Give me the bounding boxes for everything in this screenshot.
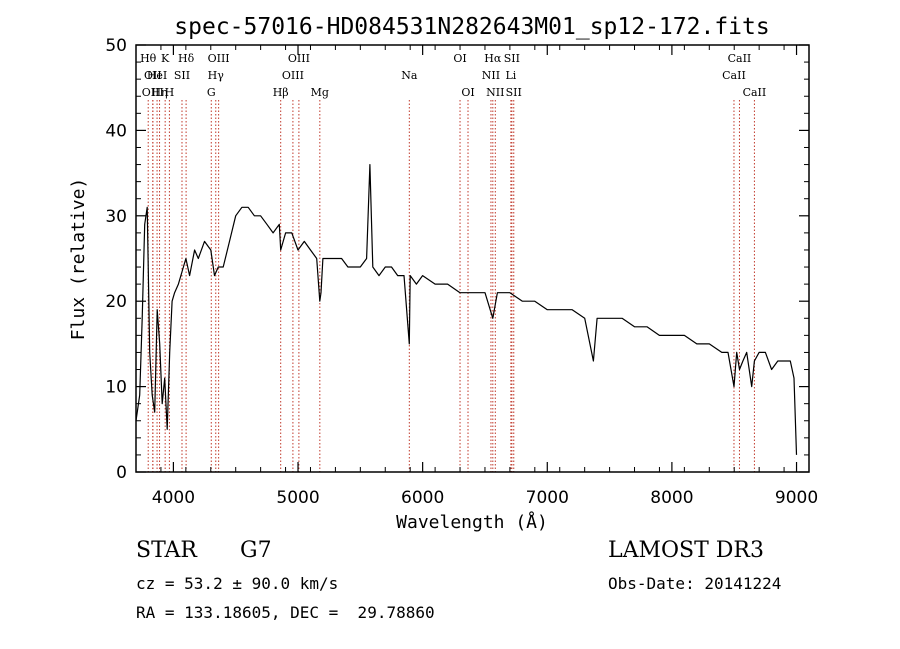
line-label-1: OII: [144, 69, 162, 82]
line-label-22: Li: [505, 69, 516, 82]
x-tick-label-1: 5000: [276, 488, 319, 508]
chart-title: spec-57016-HD084531N282643M01_sp12-172.f…: [174, 14, 769, 40]
x-tick-label-4: 8000: [650, 488, 693, 508]
coordinates: RA = 133.18605, DEC = 29.78860: [136, 603, 435, 622]
y-tick-label-5: 50: [105, 36, 127, 56]
spectrum-series: [135, 164, 798, 455]
x-tick-label-2: 6000: [401, 488, 444, 508]
y-tick-label-4: 40: [105, 121, 127, 141]
line-label-19: NII: [482, 69, 500, 82]
spectral-line-markers: Hθ OII OIII HeI Hη K H SII Hδ G Hγ OIII Hβ OIII OIII Mg…: [140, 52, 766, 472]
survey-label: LAMOST DR3: [608, 538, 764, 563]
line-label-4: Hη: [151, 86, 167, 99]
y-axis-label: Flux (relative): [68, 178, 89, 341]
line-label-23: SII: [504, 52, 520, 65]
line-label-16: Na: [401, 69, 418, 82]
spectrum-line-0: [135, 164, 798, 455]
line-label-14: OIII: [288, 52, 310, 65]
line-label-18: OI: [461, 86, 474, 99]
x-tick-label-5: 9000: [775, 488, 818, 508]
x-tick-label-0: 4000: [152, 488, 195, 508]
x-axis-label: Wavelength (Å): [396, 511, 548, 533]
line-label-3: HeI: [147, 69, 167, 82]
line-label-7: SII: [174, 69, 190, 82]
y-tick-label-1: 10: [105, 378, 127, 398]
line-label-6: H: [165, 86, 175, 99]
line-label-15: Mg: [311, 86, 329, 99]
line-label-2: OIII: [142, 86, 164, 99]
subclass: G7: [240, 538, 272, 563]
line-label-8: Hδ: [178, 52, 195, 65]
line-label-27: CaII: [743, 86, 767, 99]
x-tick-label-3: 7000: [526, 488, 569, 508]
line-label-26: CaII: [728, 52, 752, 65]
plot-frame: [135, 44, 810, 473]
line-label-17: OI: [453, 52, 466, 65]
line-label-10: Hγ: [208, 69, 225, 82]
line-label-13: OIII: [282, 69, 304, 82]
y-tick-label-3: 30: [105, 207, 127, 227]
object-class: STAR: [136, 538, 197, 563]
axis-ticks: 4000 5000 6000 7000 8000 9000 0 10 20 30 40 50: [105, 36, 818, 508]
line-label-24: SII: [506, 86, 522, 99]
obs-date: Obs-Date: 20141224: [608, 574, 782, 593]
y-tick-label-0: 0: [116, 463, 127, 483]
redshift-velocity: cz = 53.2 ± 90.0 km/s: [136, 574, 339, 593]
line-label-0: Hθ: [140, 52, 157, 65]
line-label-21: NII: [486, 86, 504, 99]
line-label-9: G: [207, 86, 216, 99]
line-label-25: CaII: [722, 69, 746, 82]
y-tick-label-2: 20: [105, 292, 127, 312]
line-label-11: OIII: [208, 52, 230, 65]
line-label-5: K: [161, 52, 170, 65]
line-label-12: Hβ: [273, 86, 289, 99]
line-label-20: Hα: [484, 52, 502, 65]
